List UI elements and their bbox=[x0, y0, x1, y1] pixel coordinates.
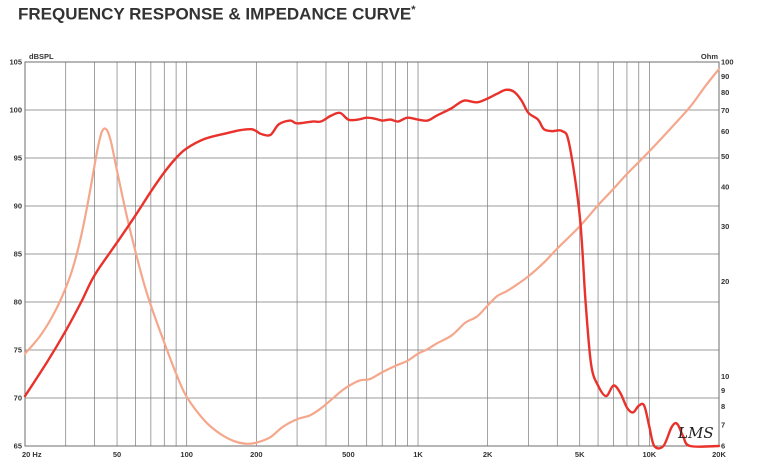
y-right-tick-label: 8 bbox=[721, 402, 725, 411]
spl-curve bbox=[23, 88, 721, 450]
x-tick-label: 5K bbox=[575, 450, 585, 459]
x-tick-label: 2K bbox=[483, 450, 493, 459]
y-right-tick-label: 9 bbox=[721, 386, 725, 395]
y-left-tick-label: 75 bbox=[14, 346, 22, 355]
x-tick-label: 200 bbox=[250, 450, 263, 459]
y-left-tick-label: 90 bbox=[14, 202, 22, 211]
x-tick-label: 20 Hz bbox=[22, 450, 42, 459]
y-right-tick-label: 100 bbox=[721, 58, 734, 67]
axis-labels: 20 Hz 50 100 200 500 1K 2K 5K 10K 20K 65 70 75 80 85 90… bbox=[9, 58, 733, 460]
grid bbox=[25, 62, 719, 446]
y-left-tick-label: 80 bbox=[14, 298, 22, 307]
y-left-tick-label: 100 bbox=[9, 106, 22, 115]
chart-title: FREQUENCY RESPONSE & IMPEDANCE CURVE* bbox=[18, 4, 416, 25]
x-tick-label: 1K bbox=[413, 450, 423, 459]
y-right-tick-label: 30 bbox=[721, 222, 729, 231]
y-right-tick-label: 6 bbox=[721, 442, 725, 451]
right-axis-unit: Ohm bbox=[701, 52, 718, 61]
y-right-tick-label: 10 bbox=[721, 372, 729, 381]
y-right-tick-label: 80 bbox=[721, 88, 729, 97]
y-right-tick-label: 70 bbox=[721, 106, 729, 115]
chart-title-text: FREQUENCY RESPONSE & IMPEDANCE CURVE bbox=[18, 4, 412, 24]
y-left-tick-label: 95 bbox=[14, 154, 22, 163]
y-right-tick-label: 40 bbox=[721, 183, 729, 192]
y-right-tick-label: 60 bbox=[721, 127, 729, 136]
y-right-tick-label: 90 bbox=[721, 72, 729, 81]
y-right-tick-label: 7 bbox=[721, 420, 725, 429]
x-tick-label: 10K bbox=[642, 450, 656, 459]
x-tick-label: 100 bbox=[180, 450, 193, 459]
y-left-tick-label: 85 bbox=[14, 250, 22, 259]
y-left-tick-label: 70 bbox=[14, 394, 22, 403]
x-tick-label: 500 bbox=[342, 450, 355, 459]
y-left-tick-label: 105 bbox=[9, 58, 22, 67]
title-asterisk: * bbox=[411, 4, 416, 16]
x-tick-label: 50 bbox=[113, 450, 121, 459]
impedance-curve bbox=[23, 67, 721, 445]
y-left-tick-label: 65 bbox=[14, 442, 22, 451]
y-right-tick-label: 20 bbox=[721, 277, 729, 286]
x-tick-label: 20K bbox=[712, 450, 726, 459]
plot-frame bbox=[24, 61, 720, 447]
left-axis-unit: dBSPL bbox=[29, 52, 54, 61]
y-right-tick-label: 50 bbox=[721, 152, 729, 161]
series-layer bbox=[23, 67, 721, 450]
lms-logo: LMS bbox=[677, 424, 714, 442]
